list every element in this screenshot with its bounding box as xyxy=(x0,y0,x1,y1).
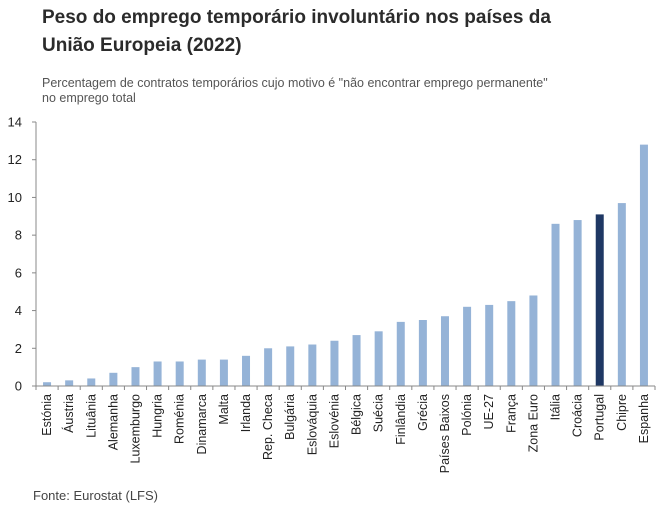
x-tick-label: Luxemburgo xyxy=(128,394,142,464)
x-tick-label: Chipre xyxy=(615,394,629,431)
x-tick-label: Bélgica xyxy=(350,394,364,435)
x-tick-label: Polónia xyxy=(460,394,474,436)
x-tick-label: Eslováquia xyxy=(305,394,319,455)
y-tick-label: 0 xyxy=(15,379,22,394)
x-tick-label: Zona Euro xyxy=(526,394,540,452)
chart-subtitle-line-2: no emprego total xyxy=(42,91,136,105)
x-tick-label: Portugal xyxy=(593,394,607,441)
bar-itália xyxy=(551,223,560,386)
bar-áustria xyxy=(65,380,74,386)
bar-rep-checa xyxy=(264,348,273,386)
bar-malta xyxy=(219,359,228,386)
x-tick-label: Irlanda xyxy=(239,394,253,432)
y-tick-label: 10 xyxy=(8,190,22,205)
bar-países-baixos xyxy=(440,316,449,386)
bar-bélgica xyxy=(352,335,361,386)
x-tick-label: Finlândia xyxy=(394,394,408,445)
x-tick-label: Dinamarca xyxy=(195,394,209,454)
chart-title-line-1: Peso do emprego temporário involuntário … xyxy=(42,7,551,28)
y-tick-label: 12 xyxy=(8,152,22,167)
bar-croácia xyxy=(573,220,582,386)
x-tick-label: Suécia xyxy=(372,394,386,432)
chart-subtitle: Percentagem de contratos temporários cuj… xyxy=(42,76,642,106)
bar-luxemburgo xyxy=(131,367,140,386)
x-tick-label: Estónia xyxy=(40,394,54,436)
bar-portugal xyxy=(595,214,604,386)
y-tick-label: 4 xyxy=(15,303,22,318)
bar-suécia xyxy=(374,331,383,386)
bar-polónia xyxy=(463,306,472,386)
chart-subtitle-line-1: Percentagem de contratos temporários cuj… xyxy=(42,76,548,90)
bar-estónia xyxy=(43,382,52,386)
bar-hungria xyxy=(153,361,162,386)
bar-chipre xyxy=(617,203,626,386)
bar-zona-euro xyxy=(529,295,538,386)
y-tick-label: 14 xyxy=(8,115,22,130)
x-tick-label: Malta xyxy=(217,394,231,425)
chart-title-line-2: União Europeia (2022) xyxy=(42,35,242,56)
x-tick-label: Hungria xyxy=(151,394,165,438)
bar-bulgária xyxy=(286,346,295,386)
x-tick-label: Grécia xyxy=(416,394,430,431)
x-tick-label: Eslovénia xyxy=(327,394,341,448)
bars xyxy=(43,144,648,386)
y-axis: 0 2 4 6 8 10 12 14 xyxy=(8,115,37,394)
bar-finlândia xyxy=(396,321,405,386)
x-tick-label: Espanha xyxy=(637,394,651,443)
bar-eslováquia xyxy=(308,344,317,386)
x-tick-label: Áustria xyxy=(61,394,76,433)
x-tick-label: UE-27 xyxy=(482,394,496,429)
y-tick-label: 6 xyxy=(15,265,22,280)
x-tick-label: Roménia xyxy=(173,394,187,444)
x-tick-label: Rep. Checa xyxy=(261,394,275,460)
y-tick-label: 8 xyxy=(15,228,22,243)
chart-title: Peso do emprego temporário involuntário … xyxy=(42,4,642,60)
bar-grécia xyxy=(418,320,427,386)
x-tick-label: Lituânia xyxy=(84,394,98,438)
bar-dinamarca xyxy=(197,359,206,386)
x-tick-label: Alemanha xyxy=(106,394,120,450)
bar-alemanha xyxy=(109,372,118,386)
y-tick-label: 2 xyxy=(15,341,22,356)
source-note: Fonte: Eurostat (LFS) xyxy=(33,488,158,503)
bar-roménia xyxy=(175,361,184,386)
x-tick-label: Itália xyxy=(549,394,563,420)
bar-irlanda xyxy=(242,355,251,386)
bar-lituânia xyxy=(87,378,96,386)
x-tick-label: França xyxy=(504,394,518,433)
x-tick-label: Bulgária xyxy=(283,394,297,440)
bar-frança xyxy=(507,301,516,386)
x-tick-label: Países Baixos xyxy=(438,394,452,473)
bar-ue-27 xyxy=(485,304,494,386)
x-axis: Estónia Áustria Lituânia Alemanha Luxemburgo… xyxy=(35,385,656,473)
x-tick-label: Croácia xyxy=(571,394,585,437)
bar-eslovénia xyxy=(330,340,339,386)
bar-espanha xyxy=(639,144,648,386)
